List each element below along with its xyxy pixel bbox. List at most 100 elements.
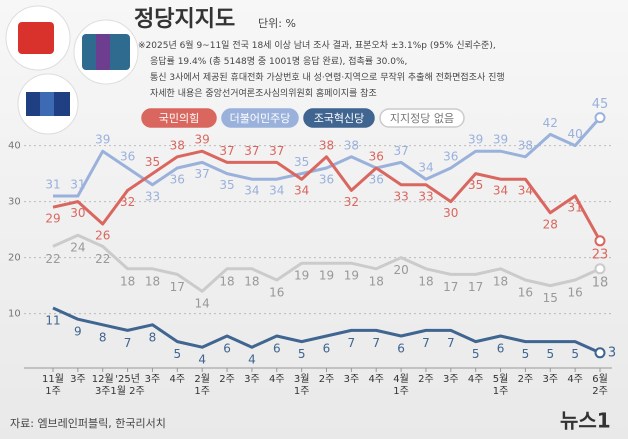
x-tick-label: 3주 [70, 374, 86, 385]
data-label: 5 [173, 347, 181, 361]
data-label: 37 [244, 144, 259, 158]
x-tick-label: 3주 [343, 374, 360, 385]
x-tick-label: 4주 [368, 374, 384, 385]
data-label: 35 [294, 155, 309, 169]
data-label: 7 [124, 336, 132, 350]
x-tick-label: 3주 [244, 374, 260, 385]
data-label: 39 [468, 133, 483, 147]
series-line [52, 306, 601, 355]
y-tick-label: 30 [8, 197, 21, 208]
y-tick-label: 10 [8, 309, 21, 320]
data-label: 19 [319, 269, 334, 283]
data-label: 24 [70, 241, 85, 255]
data-label: 8 [99, 330, 107, 344]
data-label: 6 [323, 342, 331, 356]
data-label: 18 [219, 274, 234, 288]
data-label: 6 [223, 342, 231, 356]
data-label: 34 [418, 161, 433, 175]
data-label: 18 [120, 274, 135, 288]
data-label: 15 [543, 291, 558, 305]
x-tick-label: '25년 1월 2주 [110, 374, 145, 397]
y-tick-label: 40 [8, 141, 21, 152]
data-label: 16 [518, 286, 533, 300]
data-label: 36 [319, 173, 334, 187]
data-label: 40 [567, 127, 582, 141]
x-tick-label: 3주 [443, 374, 459, 385]
data-label: 18 [145, 274, 160, 288]
data-label: 4 [198, 353, 206, 367]
data-label: 3 [608, 345, 616, 360]
x-tick-label: 5월 1주 [492, 374, 509, 397]
data-label: 17 [468, 280, 483, 294]
data-label: 36 [443, 150, 458, 164]
data-label: 8 [149, 330, 157, 344]
data-label: 45 [592, 97, 609, 112]
source: 자료: 엠브레인퍼블릭, 한국리서치 [10, 417, 166, 430]
x-tick-label: 2월 1주 [194, 374, 210, 397]
x-tick-label: 3월 1주 [293, 374, 310, 397]
y-tick-label: 20 [8, 253, 21, 264]
data-label: 6 [273, 342, 281, 356]
data-label: 6 [497, 342, 505, 356]
legend-label: 조국혁신당 [314, 112, 365, 125]
data-label: 36 [369, 150, 384, 164]
x-tick-label: 4주 [567, 374, 583, 385]
chart-title: 정당지지도 [134, 7, 235, 32]
data-label: 38 [170, 138, 185, 152]
data-label: 39 [195, 133, 210, 147]
data-label: 38 [518, 138, 533, 152]
x-tick-label: 4월 1주 [393, 374, 409, 397]
data-label: 30 [70, 206, 85, 220]
data-label: 17 [443, 280, 458, 294]
x-tick-label: 11월 1주 [42, 374, 64, 397]
legend-swatch [141, 108, 217, 128]
data-label: 28 [543, 217, 558, 231]
data-label: 26 [95, 229, 110, 243]
data-label: 37 [393, 144, 408, 158]
x-tick-label: 2주 [517, 374, 534, 385]
data-label: 6 [397, 342, 405, 356]
data-label: 34 [269, 184, 284, 198]
data-label: 14 [195, 297, 210, 311]
icons [5, 5, 139, 135]
data-label: 29 [45, 212, 60, 226]
data-label: 31 [70, 178, 85, 192]
data-label: 20 [393, 263, 408, 277]
x-tick-label: 3주 [144, 374, 161, 385]
data-label: 37 [195, 167, 210, 181]
data-label: 31 [567, 201, 582, 215]
x-tick-label: 4주 [467, 374, 484, 385]
data-label: 5 [571, 347, 579, 361]
legend-label: 지지정당 없음 [390, 112, 454, 125]
end-point [594, 263, 606, 275]
x-tick-label: 6월 2주 [592, 374, 608, 397]
data-label: 7 [348, 336, 356, 350]
data-label: 19 [294, 269, 309, 283]
data-label: 9 [74, 325, 82, 339]
data-label: 19 [344, 269, 359, 283]
data-label: 33 [418, 189, 433, 203]
x-tick-label: 4주 [169, 374, 186, 385]
data-label: 33 [145, 189, 160, 203]
data-label: 35 [145, 155, 160, 169]
data-label: 34 [244, 184, 259, 198]
note: 응답률 19.4% (총 5148명 중 1001명 응답 완료), 접촉률 3… [150, 57, 408, 67]
data-label: 38 [319, 138, 334, 152]
x-tick-label: 2주 [418, 374, 434, 385]
data-label: 36 [369, 173, 384, 187]
legend-swatch [379, 108, 465, 128]
data-label: 34 [518, 184, 533, 198]
data-label: 38 [344, 138, 359, 152]
note: 통신 3사에서 제공된 휴대전화 가상번호 내 성·연령·지역으로 무작위 추출… [150, 73, 505, 83]
series-line [52, 233, 601, 293]
legend-label: 국민의힘 [159, 112, 199, 125]
data-label: 37 [269, 144, 284, 158]
x-tick-label: 2주 [219, 374, 235, 385]
data-label: 5 [522, 347, 530, 361]
data-label: 42 [543, 116, 558, 130]
note: 자세한 내용은 중앙선거여론조사심의위원회 홈페이지를 참조 [150, 89, 377, 99]
data-label: 18 [244, 274, 259, 288]
series-line [52, 149, 602, 242]
data-label: 4 [248, 353, 256, 367]
